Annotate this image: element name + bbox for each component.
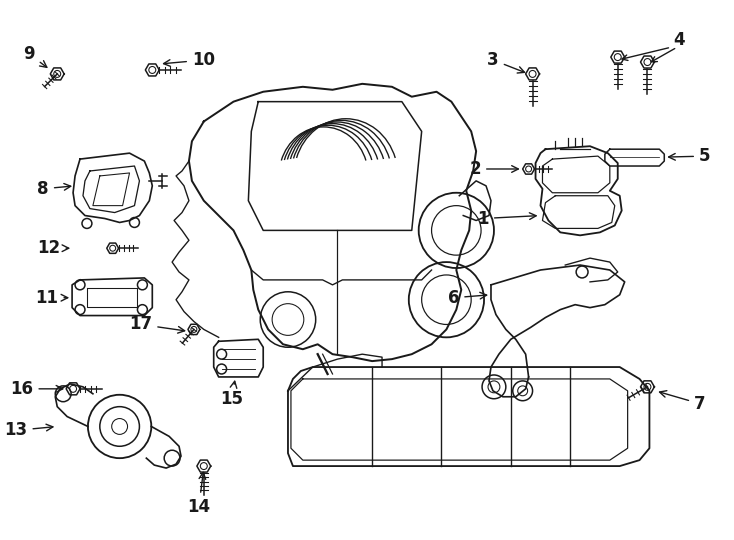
Text: 13: 13	[4, 421, 53, 440]
Text: 8: 8	[37, 180, 70, 198]
Text: 1: 1	[478, 210, 536, 227]
Text: 3: 3	[487, 51, 525, 73]
Text: 5: 5	[669, 147, 711, 165]
Text: 10: 10	[164, 51, 215, 69]
Text: 16: 16	[10, 380, 63, 398]
Text: 17: 17	[129, 315, 185, 334]
Text: 14: 14	[187, 472, 211, 516]
Text: 2: 2	[470, 160, 518, 178]
Text: 12: 12	[37, 239, 69, 257]
Text: 4: 4	[673, 31, 685, 49]
Text: 6: 6	[448, 289, 487, 307]
Text: 15: 15	[220, 381, 243, 408]
Text: 11: 11	[35, 289, 68, 307]
Text: 7: 7	[660, 390, 705, 413]
Text: 9: 9	[23, 45, 47, 68]
